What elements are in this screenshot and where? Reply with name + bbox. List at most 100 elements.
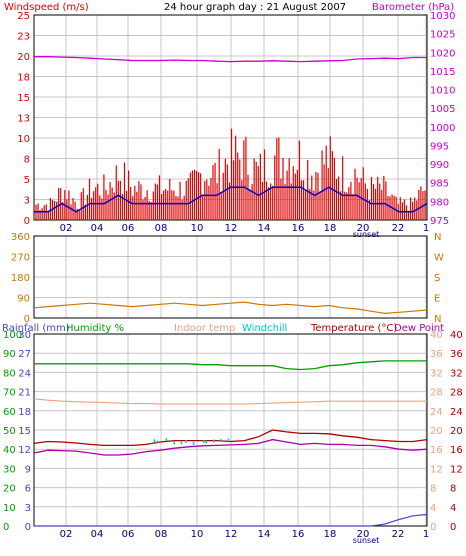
rain-ytick-3: 3	[25, 503, 31, 514]
temperature-line	[33, 429, 428, 447]
baro-ytick-1020: 1020	[430, 48, 455, 59]
rain-ytick-15: 15	[18, 426, 31, 437]
p3-xtick-08: 08	[155, 529, 168, 540]
humidity-ytick-0: 0	[3, 522, 9, 533]
baro-ytick-995: 995	[430, 141, 449, 152]
rain-ytick-12: 12	[18, 445, 31, 456]
humidity-ytick-30: 30	[3, 464, 16, 475]
rainfall-line	[34, 513, 428, 527]
dewpoint-line	[33, 438, 428, 456]
wind-ytick-23: 23	[17, 32, 30, 43]
windspeed-header-label: Windspeed (m/s)	[4, 2, 89, 13]
indoor-ytick-16: 16	[430, 445, 443, 456]
p3-xtick-18: 18	[324, 529, 337, 540]
p3-xtick-10: 10	[191, 529, 204, 540]
compass-N-4: N	[434, 314, 441, 325]
legend-indoor: Indoor temp	[174, 323, 235, 334]
legend-dewpoint: Dew Point	[394, 323, 444, 334]
baro-ytick-975: 975	[430, 216, 449, 227]
wind-ytick-8: 8	[24, 155, 30, 166]
p1-xtick-14: 14	[258, 223, 271, 234]
rain-ytick-24: 24	[18, 368, 31, 379]
p1-xtick-20: 20	[357, 223, 370, 234]
humidity-ytick-40: 40	[3, 445, 16, 456]
humidity-ytick-90: 90	[3, 349, 16, 360]
wind-ytick-15: 15	[17, 93, 30, 104]
dir-ytick-180: 180	[11, 273, 30, 284]
baro-ytick-1000: 1000	[430, 123, 455, 134]
compass-W-1: W	[434, 253, 444, 264]
p1-xtick-22: 22	[392, 223, 405, 234]
indoor-ytick-40: 40	[430, 330, 443, 341]
temp-ytick-32: 32	[450, 368, 463, 379]
rain-ytick-30: 30	[18, 330, 31, 341]
barometer-line	[34, 56, 427, 63]
wind-ytick-18: 18	[17, 73, 30, 84]
barometer-header-label: Barometer (hPa)	[372, 2, 454, 13]
indoor-ytick-32: 32	[430, 368, 443, 379]
rain-ytick-0: 0	[25, 522, 31, 533]
p1-xtick-06: 06	[122, 223, 135, 234]
p3-xtick-16: 16	[292, 529, 305, 540]
humidity-ytick-70: 70	[3, 388, 16, 399]
rain-ytick-27: 27	[18, 349, 31, 360]
wind-ytick-0: 0	[24, 216, 30, 227]
wind-ytick-20: 20	[17, 52, 30, 63]
indoor-ytick-20: 20	[430, 426, 443, 437]
p3-xtick-22: 22	[392, 529, 405, 540]
indoor-ytick-36: 36	[430, 349, 443, 360]
wind-ytick-5: 5	[24, 175, 30, 186]
temp-ytick-40: 40	[450, 330, 463, 341]
p3-xtick-20: 20	[357, 529, 370, 540]
indoor-ytick-12: 12	[430, 464, 443, 475]
p1-xtick-02: 02	[60, 223, 73, 234]
temp-ytick-8: 8	[450, 484, 456, 495]
indoor-ytick-4: 4	[430, 503, 436, 514]
legend-windchill: Windchill	[242, 323, 287, 334]
compass-S-2: S	[434, 273, 440, 284]
baro-ytick-985: 985	[430, 179, 449, 190]
rain-ytick-6: 6	[25, 484, 31, 495]
legend-temperature: Temperature (°C)	[310, 323, 397, 334]
p3-xtick-02: 02	[60, 529, 73, 540]
p3-xtick-04: 04	[91, 529, 104, 540]
temp-ytick-20: 20	[450, 426, 463, 437]
wind-direction-line	[33, 301, 428, 315]
indoor-ytick-0: 0	[430, 522, 436, 533]
baro-ytick-1005: 1005	[430, 104, 455, 115]
wind-ytick-25: 25	[17, 11, 30, 22]
p2-frame	[33, 235, 428, 319]
rain-ytick-18: 18	[18, 407, 31, 418]
humidity-ytick-60: 60	[3, 407, 16, 418]
baro-ytick-1015: 1015	[430, 67, 455, 78]
p3-xtick-1: 1	[423, 529, 429, 540]
wind-ytick-13: 13	[17, 114, 30, 125]
indoor-ytick-24: 24	[430, 407, 443, 418]
p3-xtick-14: 14	[258, 529, 271, 540]
p1-xtick-12: 12	[225, 223, 238, 234]
dir-ytick-90: 90	[17, 294, 30, 305]
compass-N-0: N	[434, 232, 441, 243]
temp-ytick-0: 0	[450, 522, 456, 533]
rain-ytick-9: 9	[25, 464, 31, 475]
p3-xtick-06: 06	[122, 529, 135, 540]
wind-ytick-3: 3	[24, 196, 30, 207]
temp-ytick-36: 36	[450, 349, 463, 360]
p1-xtick-04: 04	[91, 223, 104, 234]
p1-xtick-1: 1	[423, 223, 429, 234]
temp-ytick-28: 28	[450, 388, 463, 399]
p1-frame	[33, 14, 428, 221]
wind-average-line	[34, 186, 428, 213]
baro-ytick-1030: 1030	[430, 11, 455, 22]
legend-rainfall: Rainfall (mm)	[2, 323, 70, 334]
graph-title: 24 hour graph day : 21 August 2007	[164, 2, 346, 13]
wind-ytick-10: 10	[17, 134, 30, 145]
baro-ytick-990: 990	[430, 160, 449, 171]
rain-ytick-21: 21	[18, 388, 31, 399]
temp-ytick-4: 4	[450, 503, 456, 514]
p1-xtick-18: 18	[324, 223, 337, 234]
humidity-line	[34, 360, 427, 371]
dir-ytick-0: 0	[24, 314, 30, 325]
